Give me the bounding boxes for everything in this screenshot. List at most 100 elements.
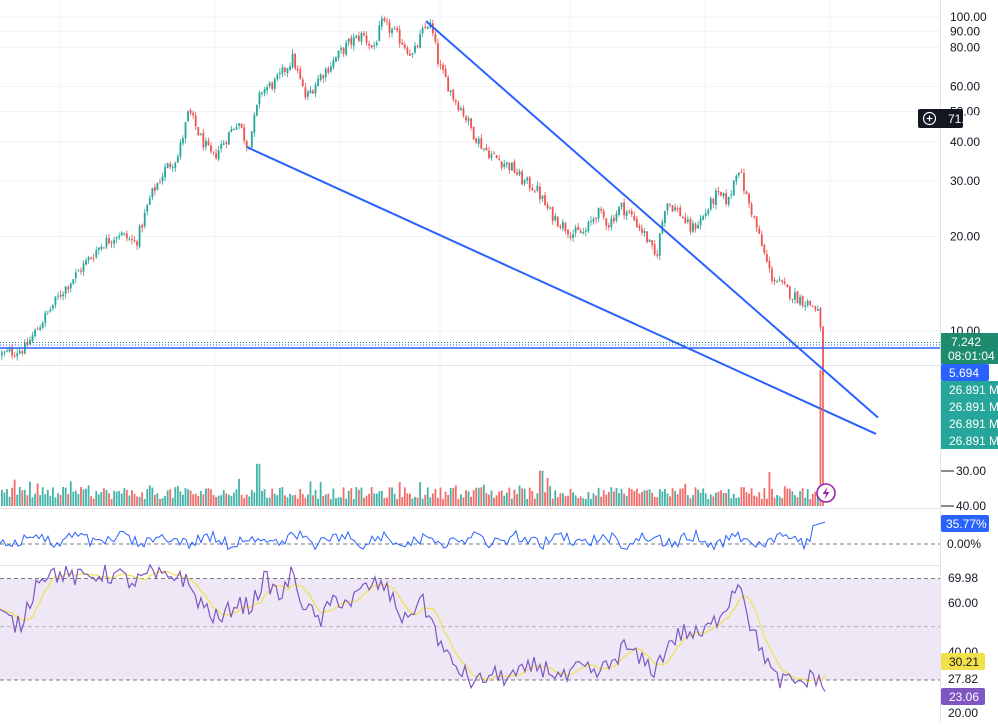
- candle-body: [755, 216, 758, 228]
- volume-bar: [26, 495, 29, 506]
- volume-bar: [758, 492, 761, 506]
- candle-body: [730, 194, 733, 196]
- volume-bar: [411, 498, 414, 506]
- candle-body: [648, 239, 651, 242]
- candle-body: [113, 239, 115, 244]
- volume-bar: [268, 497, 271, 506]
- volume-bar: [383, 497, 386, 506]
- volume-bar: [488, 494, 490, 506]
- volume-bar: [806, 489, 809, 506]
- volume-bar: [105, 490, 108, 506]
- alert-button[interactable]: [816, 483, 836, 503]
- candle-body: [171, 166, 174, 168]
- volume-bar: [6, 488, 8, 506]
- volume-bar: [600, 496, 603, 506]
- candle-body: [704, 213, 707, 216]
- candle-body: [671, 205, 674, 212]
- candle-body: [299, 69, 302, 79]
- candle-body: [656, 254, 659, 256]
- volume-bar: [54, 497, 57, 506]
- volume-bar: [643, 490, 646, 506]
- volume-bar: [337, 497, 340, 506]
- candle-body: [97, 247, 100, 251]
- candle-body: [579, 230, 582, 234]
- candle-body: [544, 195, 546, 206]
- candle-body: [556, 216, 559, 227]
- volume-bar: [437, 497, 439, 506]
- candle-body: [184, 122, 187, 139]
- candle-body: [743, 173, 745, 192]
- candle-body: [720, 192, 722, 196]
- volume-bar: [401, 497, 404, 506]
- candle-body: [352, 37, 355, 46]
- volume-bar: [511, 498, 513, 506]
- candle-body: [189, 110, 192, 114]
- volume-bar: [689, 498, 692, 506]
- volume-bar: [120, 493, 123, 506]
- volume-bar: [258, 463, 261, 506]
- candle-body: [707, 210, 710, 214]
- candle-body: [758, 228, 761, 234]
- candle-body: [161, 176, 164, 182]
- volume-bar: [108, 493, 110, 506]
- candle-body: [592, 218, 595, 222]
- candle-body: [778, 279, 781, 281]
- volume-bar: [34, 493, 36, 506]
- volume-bar: [620, 488, 623, 506]
- candle-body: [516, 172, 518, 175]
- volume-bar: [500, 490, 503, 506]
- candle-body: [424, 26, 427, 28]
- volume-bar: [460, 494, 462, 506]
- candle-body: [347, 38, 350, 43]
- volume-bar: [559, 493, 562, 506]
- volume-bar: [345, 498, 348, 506]
- candle-body: [679, 207, 682, 217]
- candle-body: [21, 351, 24, 354]
- candle-body: [709, 198, 712, 210]
- candle-body: [11, 348, 13, 356]
- candle-body: [511, 162, 513, 171]
- candle-body: [64, 286, 67, 294]
- candle-body: [569, 235, 572, 238]
- volume-bar: [319, 481, 322, 506]
- volume-bar: [72, 491, 75, 506]
- volume-bar: [406, 493, 409, 506]
- candle-body: [230, 128, 233, 132]
- oscillator-value: 35.77%: [946, 517, 987, 531]
- volume-bar: [103, 488, 105, 506]
- candle-body: [753, 216, 756, 218]
- candle-body: [197, 127, 200, 136]
- volume-bar: [327, 493, 330, 506]
- volume-bar: [569, 488, 572, 506]
- volume-bar: [546, 477, 549, 506]
- volume-bar: [97, 494, 100, 506]
- volume-bar: [755, 496, 758, 506]
- volume-bar: [8, 496, 11, 506]
- candle-body: [233, 128, 235, 130]
- candle-body: [664, 211, 666, 223]
- volume-bar: [495, 495, 498, 506]
- candle-body: [587, 222, 590, 232]
- candle-body: [82, 263, 85, 272]
- candle-body: [505, 162, 508, 165]
- candle-body: [493, 153, 495, 155]
- candle-body: [618, 206, 620, 215]
- candle-body: [763, 244, 766, 254]
- rsi-lines: [0, 563, 826, 692]
- candle-body: [271, 82, 274, 89]
- trendlines[interactable]: [246, 20, 879, 435]
- volume-bar: [184, 488, 187, 506]
- volume-bar: [49, 495, 52, 506]
- volume-bar: [370, 487, 373, 506]
- rsi-series: [0, 563, 826, 692]
- volume-bar: [21, 490, 24, 506]
- volume-bar: [368, 493, 370, 506]
- candle-body: [243, 127, 246, 141]
- candle-body: [174, 162, 177, 169]
- candle-body: [355, 35, 358, 38]
- crosshair-label[interactable]: 71.30: [918, 109, 978, 128]
- volume-bar: [363, 497, 365, 506]
- volume-bar: [286, 497, 289, 506]
- candle-body: [715, 190, 717, 206]
